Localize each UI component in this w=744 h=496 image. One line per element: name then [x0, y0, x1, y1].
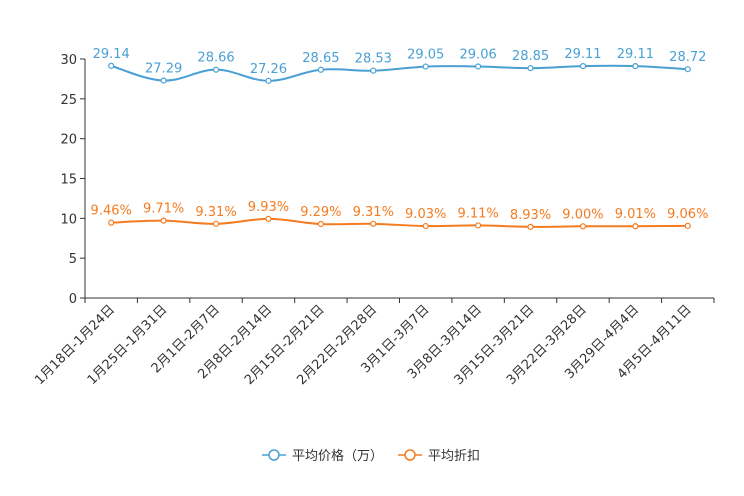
- legend-marker-icon: [268, 449, 280, 461]
- data-point[interactable]: [265, 77, 272, 84]
- legend-item-0[interactable]: 平均价格（万）: [262, 448, 383, 464]
- series-lines: [108, 62, 691, 230]
- data-label: 28.85: [512, 49, 549, 64]
- data-labels: 29.14 27.29 28.66 27.26 28.65 28.53 29.05 29.06…: [91, 47, 709, 223]
- data-label: 28.53: [355, 52, 392, 67]
- data-label: 29.14: [93, 47, 130, 62]
- data-point[interactable]: [579, 223, 587, 230]
- data-label: 28.65: [302, 51, 339, 66]
- y-tick-label: 25: [60, 93, 77, 108]
- data-label: 28.72: [669, 50, 706, 65]
- data-label: 27.26: [250, 62, 287, 77]
- data-label: 9.11%: [457, 206, 498, 221]
- legend-label: 平均价格（万）: [292, 448, 383, 464]
- y-tick-label: 15: [60, 173, 77, 188]
- data-point[interactable]: [422, 222, 429, 230]
- data-point[interactable]: [527, 223, 534, 230]
- series-line-0: [110, 64, 688, 82]
- data-point[interactable]: [684, 222, 691, 229]
- data-point[interactable]: [108, 62, 115, 69]
- data-point[interactable]: [160, 77, 167, 84]
- data-point[interactable]: [370, 67, 377, 74]
- data-point[interactable]: [265, 215, 272, 222]
- data-point[interactable]: [212, 66, 220, 73]
- data-label: 29.06: [460, 47, 497, 62]
- data-label: 9.00%: [562, 207, 603, 222]
- data-label: 9.29%: [300, 205, 341, 220]
- data-label: 29.11: [617, 47, 654, 62]
- data-label: 9.31%: [195, 205, 236, 220]
- data-point[interactable]: [160, 217, 167, 224]
- data-point[interactable]: [579, 62, 587, 70]
- legend-marker-icon: [404, 449, 416, 461]
- data-point[interactable]: [632, 62, 639, 70]
- y-tick-label: 0: [69, 292, 77, 307]
- legend[interactable]: 平均价格（万） 平均折扣: [262, 448, 480, 464]
- data-point[interactable]: [317, 66, 324, 73]
- data-label: 9.46%: [91, 204, 132, 219]
- data-label: 9.71%: [143, 202, 184, 217]
- data-point[interactable]: [212, 220, 220, 227]
- data-label: 8.93%: [510, 208, 551, 223]
- y-tick-label: 30: [60, 53, 77, 68]
- legend-item-1[interactable]: 平均折扣: [398, 449, 480, 464]
- data-point[interactable]: [475, 222, 482, 229]
- data-point[interactable]: [475, 63, 482, 70]
- data-label: 29.11: [564, 47, 601, 62]
- data-point[interactable]: [317, 220, 324, 228]
- y-tick-label: 5: [69, 252, 77, 267]
- data-label: 9.06%: [667, 207, 708, 222]
- y-tick-label: 20: [60, 133, 77, 148]
- data-label: 29.05: [407, 48, 444, 63]
- data-label: 9.31%: [353, 205, 394, 220]
- series-line-1: [111, 217, 688, 228]
- data-point[interactable]: [632, 223, 639, 230]
- y-tick-label: 10: [60, 212, 77, 227]
- data-label: 9.93%: [248, 200, 289, 215]
- data-point[interactable]: [108, 219, 115, 226]
- data-label: 28.66: [197, 51, 234, 66]
- data-point[interactable]: [370, 220, 377, 227]
- legend-label: 平均折扣: [428, 449, 480, 464]
- data-label: 9.03%: [405, 207, 446, 222]
- data-label: 9.01%: [615, 207, 656, 222]
- data-point[interactable]: [684, 66, 691, 73]
- data-label: 27.29: [145, 62, 182, 77]
- data-point[interactable]: [422, 63, 429, 70]
- data-point[interactable]: [527, 65, 534, 72]
